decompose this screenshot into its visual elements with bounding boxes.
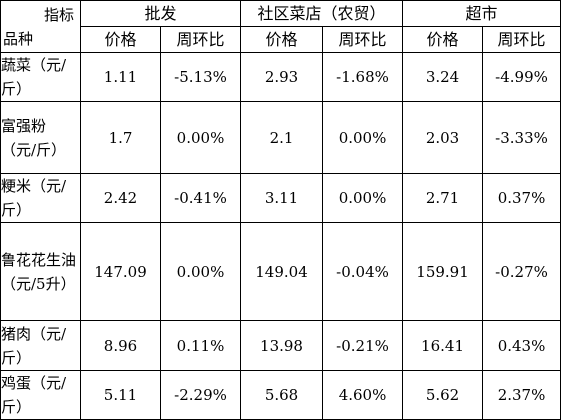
table-cell: 0.00% xyxy=(159,222,242,321)
table-cell: -3.33% xyxy=(482,101,561,174)
table-cell: 5.68 xyxy=(240,370,324,420)
subheader-wow-change: 周环比 xyxy=(322,26,404,53)
header-row-groups: 指标 品种 批发 社区菜店（农贸） 超市 xyxy=(0,0,561,53)
table-cell: 1.7 xyxy=(80,101,161,174)
table-cell: 8.96 xyxy=(80,320,161,371)
row-label: 鸡蛋（元/斤） xyxy=(0,370,81,420)
table-cell: 0.43% xyxy=(482,320,561,371)
table-cell: 2.42 xyxy=(80,173,161,223)
table-cell: 0.00% xyxy=(322,101,404,174)
row-label: 蔬菜（元/斤） xyxy=(0,52,81,102)
row-label: 粳米（元/斤） xyxy=(0,173,81,223)
table-cell: 159.91 xyxy=(402,222,484,321)
table-cell: 3.24 xyxy=(402,52,484,102)
header-row-subheaders: 价格 周环比 价格 周环比 价格 周环比 xyxy=(1,26,561,53)
table-cell: 149.04 xyxy=(240,222,324,321)
table-cell: -2.29% xyxy=(159,370,242,420)
corner-variety-label: 品种 xyxy=(3,29,34,48)
table-cell: 2.1 xyxy=(240,101,324,174)
subheader-wow-change: 周环比 xyxy=(482,26,561,53)
table-cell: 0.11% xyxy=(159,320,242,371)
table-cell: 5.11 xyxy=(80,370,161,420)
table-cell: 2.71 xyxy=(402,173,484,223)
table-cell: 2.03 xyxy=(402,101,484,174)
table-row: 鸡蛋（元/斤） 5.11 -2.29% 5.68 4.60% 5.62 2.37… xyxy=(0,370,561,420)
subheader-wow-change: 周环比 xyxy=(159,26,242,53)
table-cell: 5.62 xyxy=(402,370,484,420)
table-cell: -1.68% xyxy=(322,52,404,102)
table-cell: -0.41% xyxy=(159,173,242,223)
table-cell: -0.27% xyxy=(482,222,561,321)
table-row: 鲁花花生油（元/5升） 147.09 0.00% 149.04 -0.04% 1… xyxy=(0,222,561,321)
row-label: 富强粉（元/斤） xyxy=(0,101,81,174)
subheader-price: 价格 xyxy=(402,26,484,53)
subheader-price: 价格 xyxy=(240,26,324,53)
table-cell: 147.09 xyxy=(80,222,161,321)
table-row: 富强粉（元/斤） 1.7 0.00% 2.1 0.00% 2.03 -3.33% xyxy=(0,101,561,174)
table-cell: 1.11 xyxy=(80,52,161,102)
corner-header-cell: 指标 品种 xyxy=(0,0,81,53)
table-cell: -0.04% xyxy=(322,222,404,321)
group-header-community-store: 社区菜店（农贸） xyxy=(240,0,404,27)
table-cell: 16.41 xyxy=(402,320,484,371)
table-row: 蔬菜（元/斤） 1.11 -5.13% 2.93 -1.68% 3.24 -4.… xyxy=(0,52,561,102)
table-cell: 0.00% xyxy=(159,101,242,174)
row-label: 鲁花花生油（元/5升） xyxy=(0,222,81,321)
table-cell: 2.93 xyxy=(240,52,324,102)
table-cell: 4.60% xyxy=(322,370,404,420)
table-cell: 13.98 xyxy=(240,320,324,371)
group-header-supermarket: 超市 xyxy=(402,0,561,27)
table-cell: -5.13% xyxy=(159,52,242,102)
row-label: 猪肉（元/斤） xyxy=(0,320,81,371)
table-cell: -0.21% xyxy=(322,320,404,371)
table-row: 猪肉（元/斤） 8.96 0.11% 13.98 -0.21% 16.41 0.… xyxy=(0,320,561,371)
subheader-price: 价格 xyxy=(80,26,161,53)
corner-indicator-label: 指标 xyxy=(43,5,74,24)
group-header-wholesale: 批发 xyxy=(79,0,242,27)
table-cell: -4.99% xyxy=(482,52,561,102)
table-cell: 0.37% xyxy=(482,173,561,223)
table-cell: 0.00% xyxy=(322,173,404,223)
table-cell: 2.37% xyxy=(482,370,561,420)
table-row: 粳米（元/斤） 2.42 -0.41% 3.11 0.00% 2.71 0.37… xyxy=(0,173,561,223)
table-cell: 3.11 xyxy=(240,173,324,223)
